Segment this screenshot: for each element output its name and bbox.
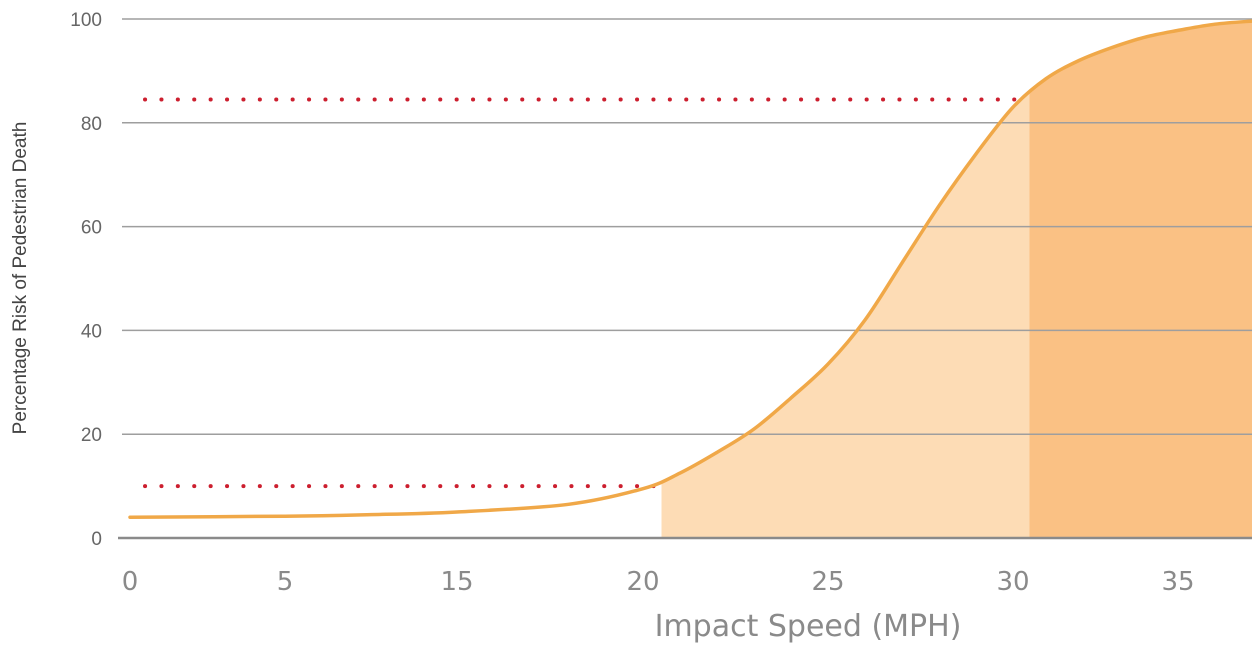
x-tick-label-0: 0 <box>122 567 139 597</box>
x-tick-labels: 0 5 15 20 25 30 35 <box>122 567 1195 597</box>
curve-layer <box>128 19 1252 519</box>
x-axis-label: Impact Speed (MPH) <box>655 609 962 644</box>
y-tick-label-3: 60 <box>81 218 102 239</box>
shaded-regions <box>661 21 1252 538</box>
x-tick-label-2: 15 <box>440 567 473 597</box>
x-tick-label-4: 25 <box>811 567 844 597</box>
y-tick-label-1: 20 <box>81 425 102 446</box>
shaded-region-1 <box>1029 21 1252 538</box>
y-tick-label-4: 80 <box>81 114 102 135</box>
y-tick-label-0: 0 <box>91 529 102 550</box>
y-axis-label: Percentage Risk of Pedestrian Death <box>10 122 31 435</box>
x-tick-label-6: 35 <box>1161 567 1194 597</box>
x-tick-label-3: 20 <box>626 567 659 597</box>
y-tick-label-2: 40 <box>81 321 102 342</box>
risk-curve <box>128 19 1252 519</box>
gridlines <box>118 18 1252 540</box>
y-tick-label-5: 100 <box>70 10 102 31</box>
reference-lines <box>143 97 1024 489</box>
x-tick-label-5: 30 <box>996 567 1029 597</box>
x-tick-label-1: 5 <box>277 567 294 597</box>
y-tick-labels: 0 20 40 60 80 100 <box>70 10 102 550</box>
shaded-region-0 <box>661 21 1030 538</box>
